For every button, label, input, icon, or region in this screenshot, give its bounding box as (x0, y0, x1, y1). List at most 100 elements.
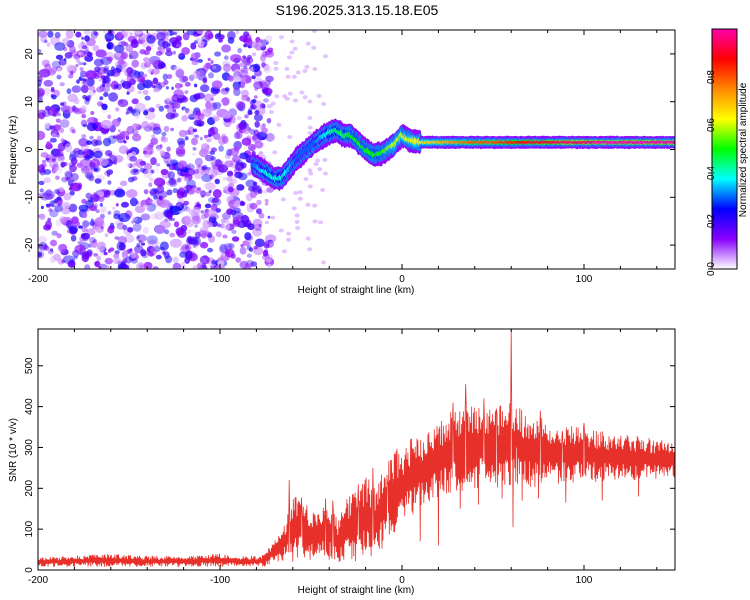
snr-y-tick-label: 100 (24, 520, 35, 537)
noise-blob (43, 79, 54, 87)
noise-blob (102, 30, 107, 34)
noise-blob (312, 67, 318, 71)
noise-blob (176, 43, 181, 48)
noise-blob (222, 222, 230, 231)
noise-blob (197, 164, 201, 168)
noise-blob (67, 229, 71, 234)
noise-blob (45, 105, 51, 111)
noise-blob (204, 203, 212, 209)
noise-blob (52, 109, 60, 117)
noise-blob (96, 101, 103, 107)
noise-blob (196, 92, 205, 100)
snr-y-tick-label: 400 (24, 398, 35, 415)
noise-blob (227, 186, 234, 193)
noise-blob (92, 239, 98, 243)
noise-blob (252, 227, 263, 237)
noise-blob (239, 35, 248, 42)
noise-blob (235, 100, 246, 110)
noise-blob (199, 230, 207, 237)
noise-blob (74, 244, 86, 254)
noise-blob (176, 91, 184, 99)
noise-blob (80, 232, 91, 240)
noise-blob (254, 110, 260, 115)
noise-blob (71, 85, 82, 93)
noise-blob (169, 205, 182, 216)
noise-blob (147, 168, 152, 173)
noise-blob (200, 43, 204, 48)
noise-blob (47, 217, 52, 222)
spectrogram-y-tick-label: -20 (24, 237, 35, 252)
noise-blob (66, 88, 72, 95)
noise-blob (160, 136, 169, 143)
noise-blob (82, 62, 87, 66)
noise-blob (164, 104, 170, 109)
noise-blob (46, 42, 51, 47)
snr-y-tick-label: 500 (24, 357, 35, 374)
noise-blob (65, 220, 73, 229)
noise-blob (134, 205, 146, 214)
noise-blob (45, 157, 50, 161)
noise-blob (185, 109, 197, 118)
snr-y-tick-label: 200 (24, 480, 35, 497)
noise-blob (158, 195, 163, 200)
noise-blob (305, 41, 311, 46)
noise-blob (189, 94, 199, 103)
noise-blob (176, 229, 187, 238)
noise-blob (267, 215, 271, 219)
noise-blob (129, 248, 133, 252)
noise-blob (117, 99, 129, 108)
noise-blob (38, 75, 43, 83)
noise-blob (140, 78, 145, 84)
noise-blob (143, 147, 147, 151)
noise-blob (177, 160, 188, 170)
noise-blob (284, 96, 290, 101)
noise-blob (144, 62, 151, 68)
noise-blob (155, 50, 163, 56)
noise-blob (122, 224, 128, 231)
noise-blob (167, 171, 175, 180)
noise-blob (184, 215, 192, 224)
noise-blob (88, 90, 96, 96)
noise-blob (236, 159, 244, 167)
noise-blob (127, 106, 133, 112)
noise-blob (51, 163, 59, 172)
noise-blob (131, 59, 139, 68)
noise-blob (291, 74, 297, 79)
noise-blob (253, 113, 263, 122)
noise-blob (235, 30, 239, 35)
noise-blob (62, 105, 74, 114)
noise-blob (224, 160, 234, 168)
noise-blob (316, 94, 322, 98)
noise-blob (67, 73, 70, 77)
noise-blob (200, 147, 209, 154)
noise-blob (135, 169, 139, 173)
noise-blob (114, 236, 120, 240)
noise-blob (157, 190, 168, 199)
noise-blob (89, 158, 101, 168)
noise-blob (126, 162, 132, 168)
noise-blob (96, 157, 109, 167)
noise-blob (181, 115, 188, 122)
noise-blob (262, 250, 269, 257)
noise-blob (203, 93, 214, 102)
noise-blob (253, 95, 258, 99)
noise-blob (156, 32, 166, 41)
noise-blob (307, 99, 313, 104)
noise-blob (187, 126, 195, 136)
noise-blob (169, 159, 179, 166)
noise-blob (256, 208, 262, 215)
noise-blob (85, 70, 97, 80)
snr-y-axis-label: SNR (10 * v/v) (8, 418, 19, 482)
noise-blob (131, 252, 137, 259)
noise-blob (192, 206, 201, 215)
noise-blob (249, 202, 258, 210)
noise-blob (162, 41, 169, 49)
noise-blob (159, 241, 169, 251)
noise-blob (236, 184, 245, 191)
noise-blob (162, 73, 168, 81)
noise-blob (93, 58, 104, 67)
noise-blob (199, 226, 209, 234)
noise-blob (254, 238, 265, 248)
noise-blob (192, 184, 198, 190)
noise-blob (264, 220, 269, 225)
